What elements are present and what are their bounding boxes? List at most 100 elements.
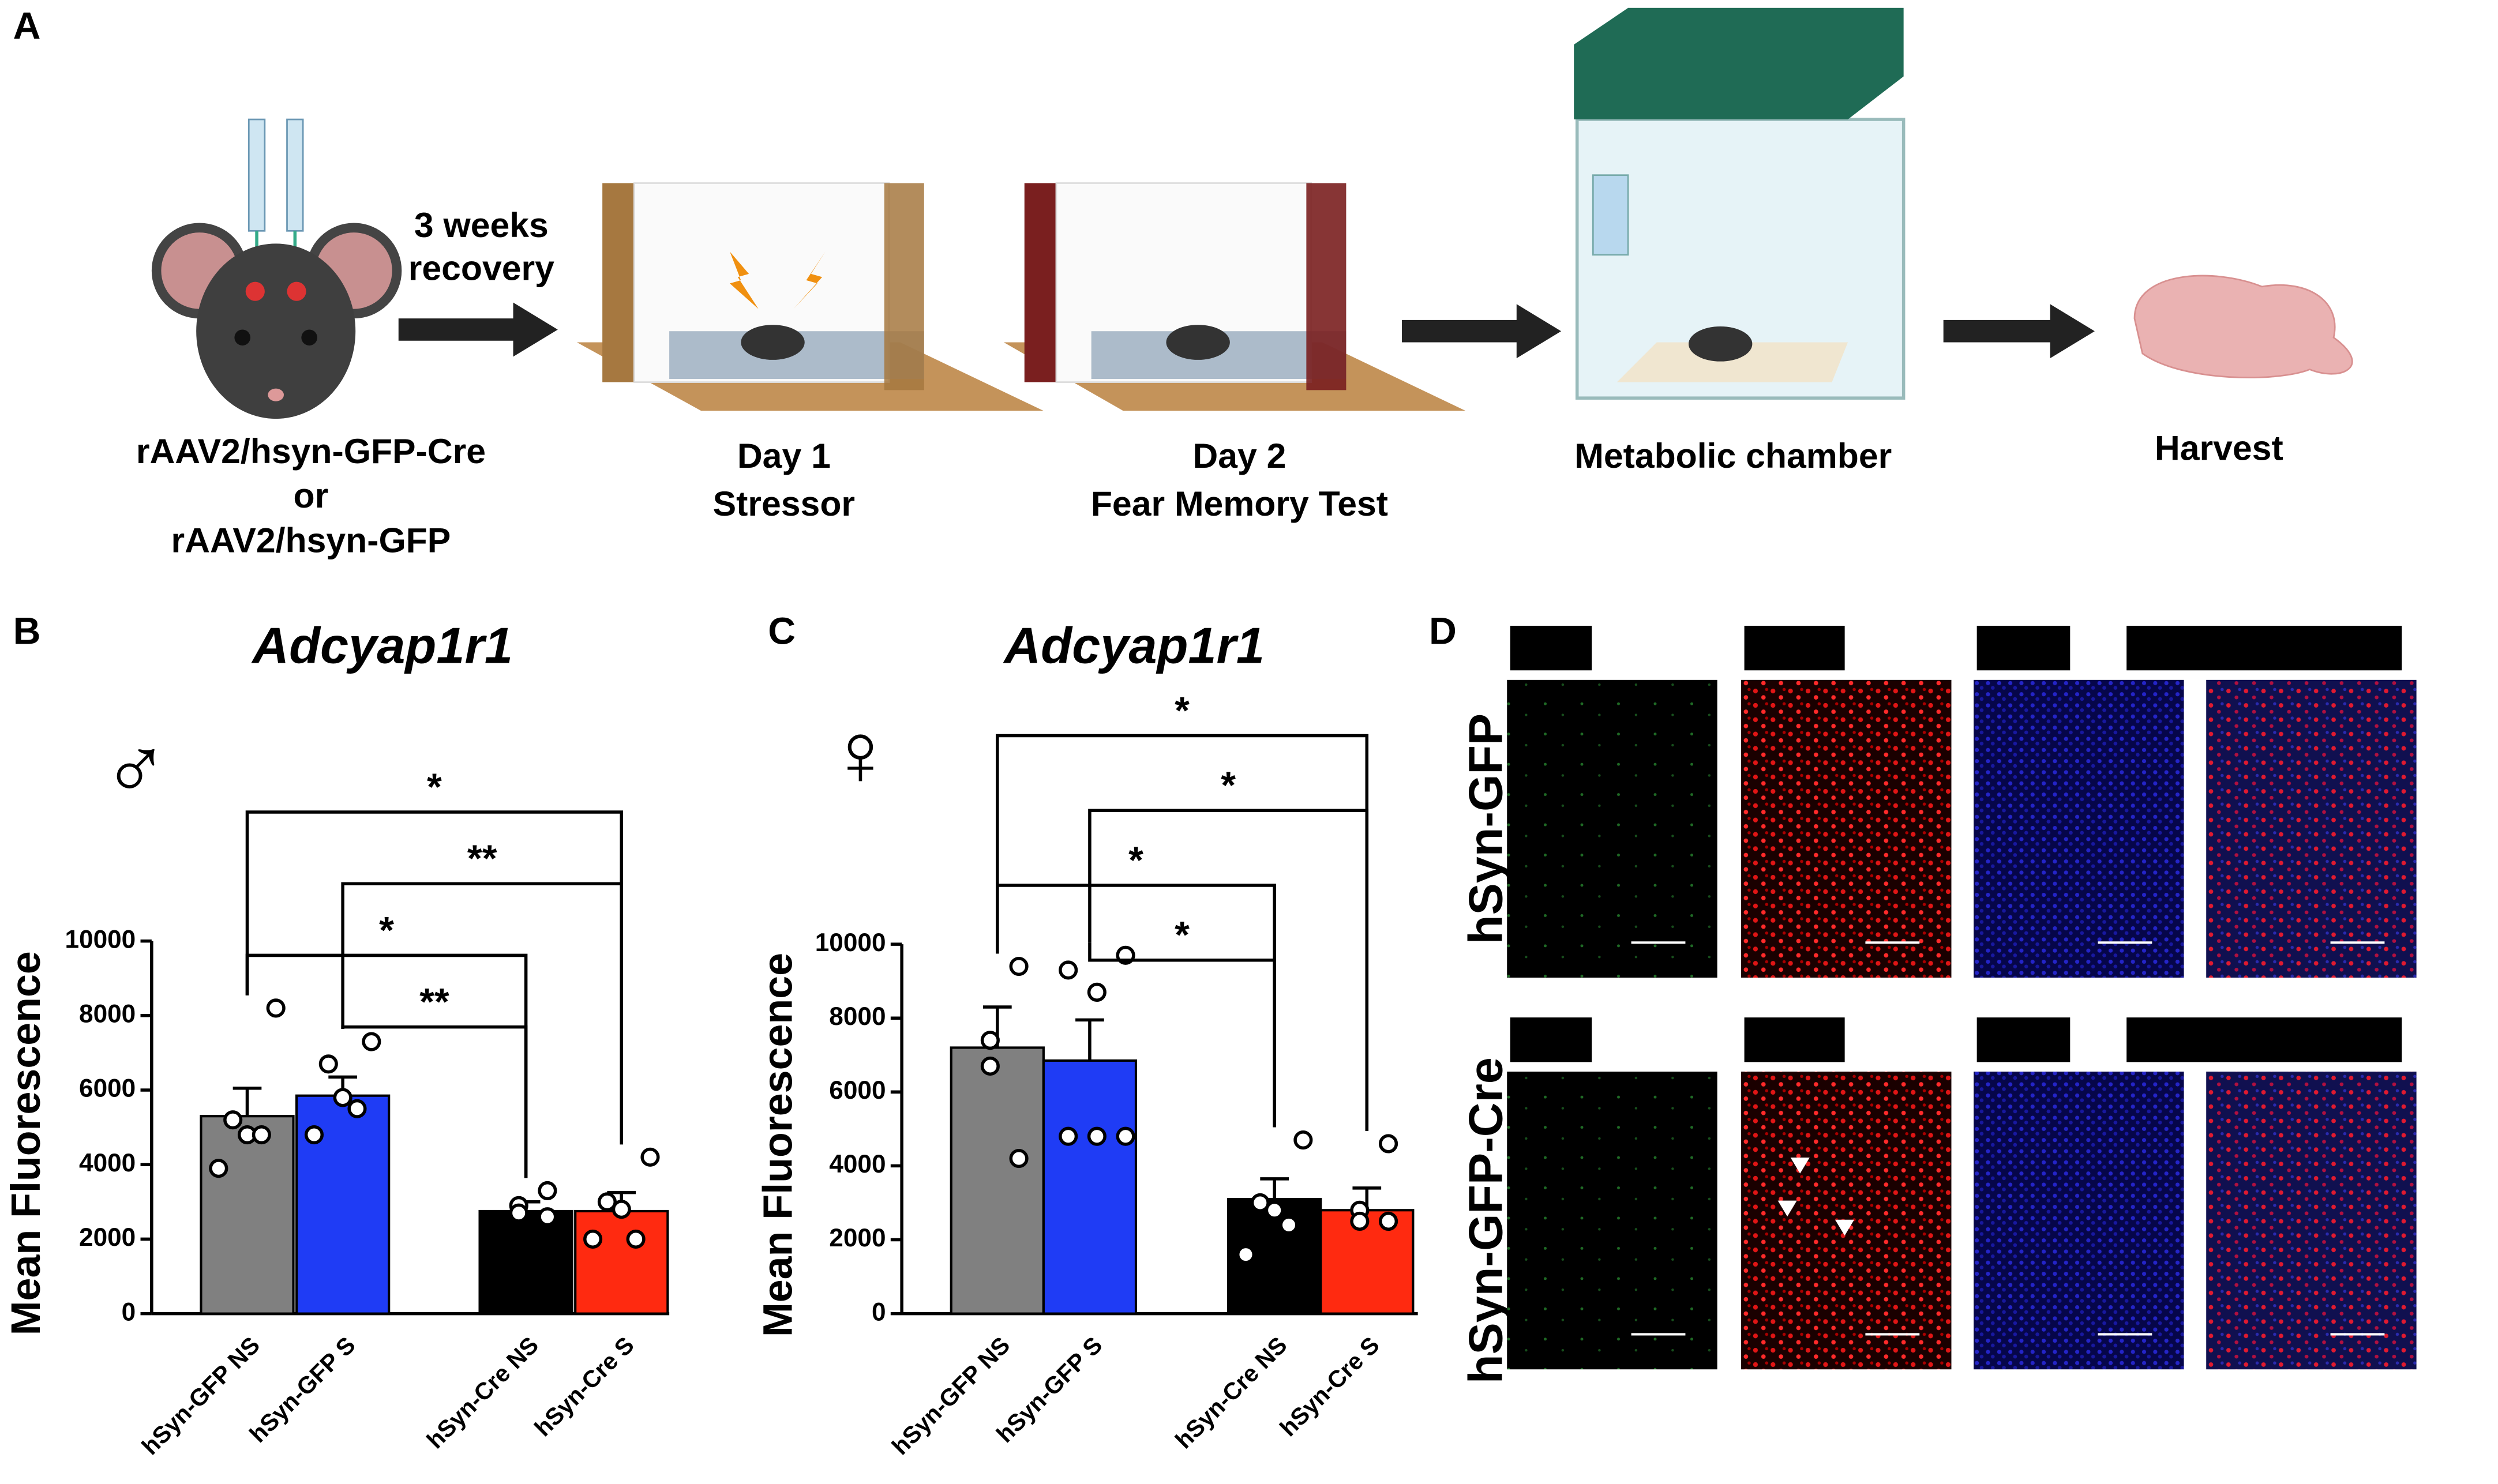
data-point <box>1293 1130 1313 1150</box>
channel-label: GFP <box>1513 1017 1585 1057</box>
data-point <box>1009 956 1029 976</box>
data-point <box>209 1159 228 1178</box>
injection-site <box>287 281 306 301</box>
step-label: Day 1 <box>737 436 831 475</box>
injection-label: rAAV2/hsyn-GFP-Cre <box>136 431 486 471</box>
channel-label-bg <box>1976 1017 2071 1062</box>
data-point <box>597 1192 617 1212</box>
channel-label: DAPI <box>2312 1017 2395 1057</box>
data-point <box>1059 960 1078 980</box>
arrowhead-marker <box>1790 1158 1810 1174</box>
bar <box>200 1115 295 1315</box>
channel-label: GFP <box>1513 626 1585 665</box>
metabolic-chamber-lid <box>1574 7 1904 120</box>
y-tick-label: 4000 <box>829 1150 886 1178</box>
y-tick-label: 10000 <box>65 925 136 953</box>
significance-label: * <box>427 766 442 809</box>
x-tick-label: hSyn-GFP NS <box>887 1332 1015 1460</box>
data-point <box>1009 1149 1029 1169</box>
chamber-wall <box>1306 183 1346 390</box>
micrograph <box>1741 679 1952 978</box>
data-point <box>583 1229 603 1249</box>
channel-label: PAC1 <box>2130 1017 2221 1057</box>
data-point <box>980 1031 1000 1050</box>
y-axis-label: Mean Fluorescence <box>755 953 801 1337</box>
x-tick-label: hSyn-Cre NS <box>422 1332 543 1453</box>
water-bottle <box>1592 174 1629 256</box>
significance-bracket <box>1088 942 1276 1128</box>
micrograph <box>1974 1071 2184 1370</box>
arrow <box>398 302 558 357</box>
data-point <box>1279 1215 1299 1235</box>
data-point <box>1250 1193 1270 1213</box>
data-point <box>252 1125 271 1145</box>
channel-label-bg <box>1976 625 2071 671</box>
injection-label: or <box>294 476 329 515</box>
row-label: hSyn-GFP-Cre <box>1459 1057 1513 1384</box>
mouse <box>741 325 805 360</box>
y-tick-label: 10000 <box>815 929 886 957</box>
arrow <box>1402 304 1562 359</box>
data-point <box>266 998 286 1018</box>
y-tick-label: 8000 <box>79 1000 136 1028</box>
panel-label: B <box>13 610 41 652</box>
mouse-eye <box>234 329 251 346</box>
significance-label: * <box>379 909 394 952</box>
step-label: Fear Memory Test <box>1091 484 1388 523</box>
significance-label: ** <box>467 837 497 880</box>
x-tick-label: hSyn-GFP NS <box>137 1332 265 1460</box>
bar <box>574 1209 669 1315</box>
mouse <box>1166 325 1230 360</box>
y-tick-label: 6000 <box>79 1075 136 1103</box>
channel-label: PAC1 <box>1747 1017 1838 1057</box>
y-tick-label: 2000 <box>79 1223 136 1252</box>
mouse-nose <box>268 388 284 401</box>
injection-site <box>245 281 265 301</box>
data-point <box>626 1229 646 1249</box>
data-point <box>1265 1200 1284 1220</box>
bar <box>478 1209 573 1315</box>
micrograph <box>1507 1071 1717 1370</box>
channel-label-bg <box>1510 1017 1592 1062</box>
row-label: hSyn-GFP <box>1459 713 1513 944</box>
data-point <box>1378 1134 1398 1154</box>
data-point <box>612 1200 631 1219</box>
data-point <box>640 1147 660 1167</box>
channel-label-bg <box>1744 625 1845 671</box>
significance-label: * <box>1221 764 1236 807</box>
panel-label: C <box>768 610 796 652</box>
injection-label: rAAV2/hsyn-GFP <box>171 520 451 559</box>
channel-label: DAPI <box>2312 626 2395 665</box>
mouse <box>1688 326 1753 362</box>
y-axis-label: Mean Fluorescence <box>3 951 49 1335</box>
chamber-wall <box>1024 183 1056 382</box>
sex-symbol: ♀ <box>827 704 894 803</box>
bedding <box>1616 342 1848 382</box>
chart-title: Adcyap1r1 <box>1003 617 1265 674</box>
step-label: Day 2 <box>1192 436 1286 475</box>
step-label: Harvest <box>2155 428 2283 467</box>
arrowhead-marker <box>1777 1200 1797 1217</box>
brain <box>2133 275 2353 378</box>
data-point <box>1378 1211 1398 1231</box>
data-point <box>538 1207 557 1227</box>
mouse-head <box>196 243 356 419</box>
y-tick-label: 6000 <box>829 1076 886 1104</box>
data-point <box>509 1203 528 1223</box>
significance-bracket <box>1088 809 1369 1131</box>
panel-a-illustration <box>151 7 2353 419</box>
data-point <box>333 1088 352 1107</box>
significance-label: * <box>1175 914 1190 957</box>
x-tick-label: hSyn-Cre NS <box>1170 1332 1292 1453</box>
channel-label: GFP <box>2230 626 2302 665</box>
sex-symbol: ♂ <box>102 715 169 815</box>
shock-icon <box>730 251 759 309</box>
data-point <box>304 1125 324 1145</box>
y-tick-label: 8000 <box>829 1002 886 1031</box>
data-point <box>362 1032 381 1051</box>
syringe <box>247 118 266 232</box>
channel-label: DAPI <box>1980 1017 2064 1057</box>
data-point <box>318 1054 338 1074</box>
data-point <box>347 1099 367 1118</box>
data-point <box>538 1181 557 1200</box>
